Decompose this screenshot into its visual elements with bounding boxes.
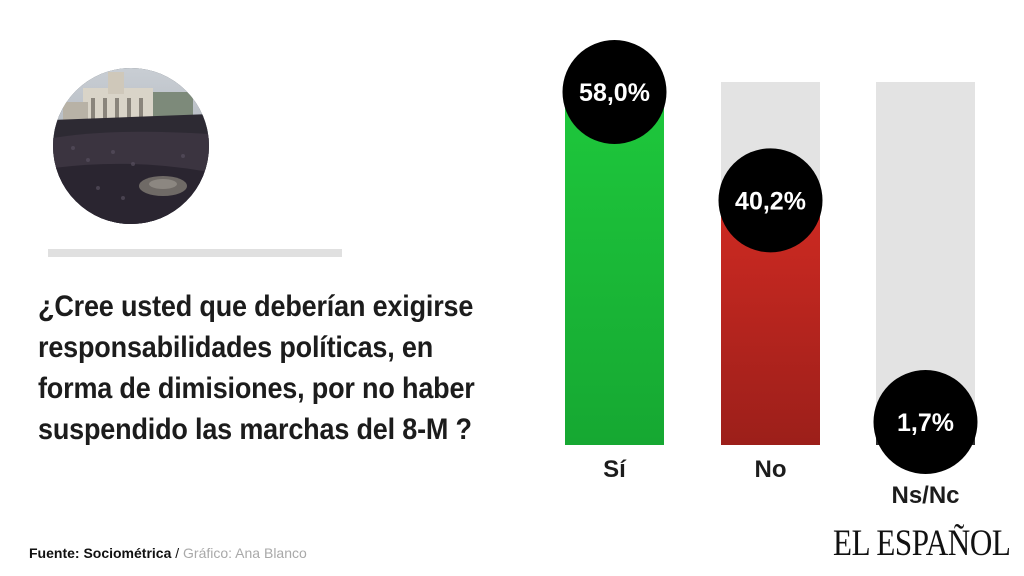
- crowd-photo-image: [53, 68, 209, 224]
- value-label-no: 40,2%: [735, 187, 806, 215]
- value-bubble-no: [718, 148, 823, 253]
- category-label-si: Sí: [603, 456, 627, 483]
- credit-label: Gráfico: Ana Blanco: [183, 545, 307, 561]
- value-label-nsnc: 1,7%: [897, 409, 954, 437]
- section-divider: [48, 249, 342, 257]
- footer-source: Fuente: Sociométrica / Gráfico: Ana Blan…: [29, 545, 307, 561]
- category-label-no: No: [755, 456, 787, 483]
- source-separator: /: [171, 545, 184, 561]
- bar-si: [565, 92, 664, 445]
- survey-question: ¿Cree usted que deberían exigirse respon…: [38, 290, 475, 446]
- value-bubble-nsnc: [873, 370, 978, 474]
- source-label: Fuente: Sociométrica: [29, 545, 172, 561]
- category-label-nsnc: Ns/Nc: [891, 482, 959, 509]
- value-label-si: 58,0%: [579, 79, 650, 107]
- value-bubble-si: [562, 40, 667, 144]
- crowd-photo: [53, 68, 209, 224]
